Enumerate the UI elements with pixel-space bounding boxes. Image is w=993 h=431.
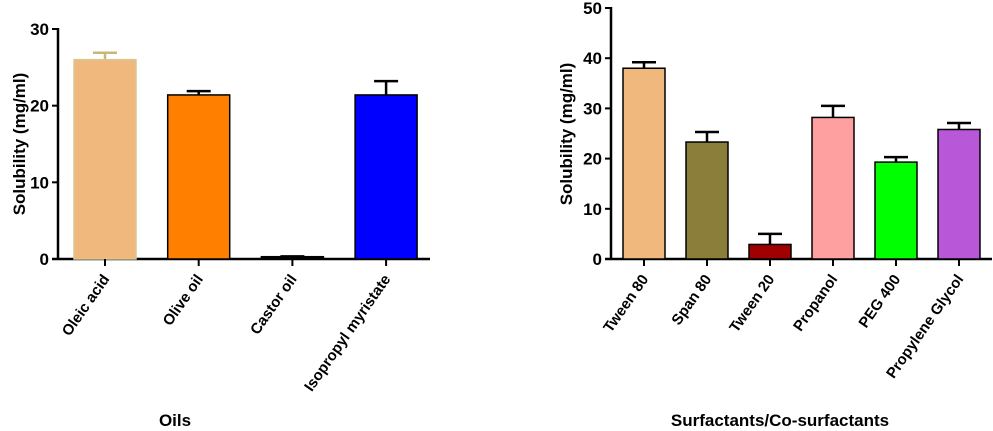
x-axis-title: Surfactants/Co-surfactants <box>671 411 889 430</box>
y-axis-title: Solubility (mg/ml) <box>557 63 576 206</box>
x-category-label: Propanol <box>790 272 841 335</box>
y-axis-title: Solubility (mg/ml) <box>10 73 29 216</box>
y-tick-label: 10 <box>583 200 602 219</box>
bar-tween-20 <box>748 243 792 260</box>
bar-castor-oil <box>260 255 325 260</box>
bar-span-80 <box>685 141 729 260</box>
x-category-label: Tween 20 <box>726 272 778 336</box>
y-tick-label: 0 <box>593 250 602 269</box>
x-category-label: Tween 80 <box>600 272 652 336</box>
x-category-label: Span 80 <box>668 272 715 329</box>
oils-chart: Solubility (mg/ml) Oils 0 10 20 30 Oleic aci… <box>10 20 430 430</box>
y-tick-label: 50 <box>583 0 602 18</box>
surfactants-chart: Solubility (mg/ml) Surfactants/Co-surfac… <box>557 0 992 430</box>
y-tick-label: 10 <box>30 173 49 192</box>
bar-oleic-acid <box>73 58 137 260</box>
bar-olive-oil <box>166 94 231 260</box>
y-tick-label: 20 <box>30 97 49 116</box>
y-tick-label: 30 <box>583 99 602 118</box>
bar-propylene-glycol <box>937 128 981 260</box>
y-tick-label: 0 <box>40 250 49 269</box>
x-category-label: Castor oil <box>247 272 301 338</box>
x-category-label: Isopropyl myristate <box>301 272 394 395</box>
x-category-label: Olive oil <box>160 272 207 330</box>
y-tick-label: 20 <box>583 150 602 169</box>
y-tick-label: 40 <box>583 49 602 68</box>
x-category-label: Oleic acid <box>59 272 114 340</box>
x-axis-title: Oils <box>159 411 191 430</box>
bar-tween-80 <box>622 67 666 260</box>
bar-isopropyl-myristate <box>354 94 418 260</box>
x-category-label: PEG 400 <box>855 272 904 332</box>
bar-propanol <box>811 116 855 260</box>
bar-peg-400 <box>874 161 918 260</box>
y-tick-label: 30 <box>30 20 49 39</box>
